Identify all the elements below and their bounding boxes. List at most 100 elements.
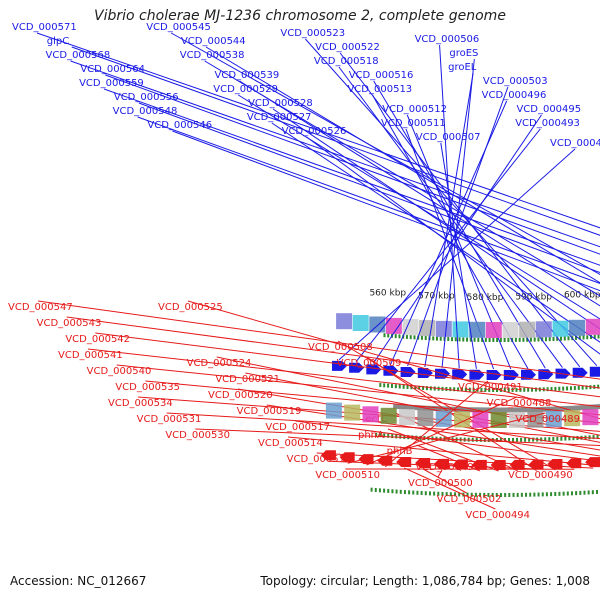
track-dot-2 [520,437,523,442]
track-dot-0 [409,335,412,340]
forward-label-leader [339,52,581,368]
track-dot-2 [528,437,531,442]
track-dot-0 [413,335,416,340]
track-dot-0 [424,336,427,341]
forward-gene-box [502,322,519,338]
track-dot-1 [457,387,460,392]
reverse-gene-label: VCD_000488 [487,398,552,409]
track-dot-1 [394,384,397,389]
track-dot-1 [453,387,456,392]
track-dot-2 [379,433,382,438]
track-dot-0 [586,335,589,340]
forward-gene-box [519,321,536,338]
track-dot-0 [432,336,435,341]
forward-gene-box [352,315,369,331]
track-dot-2 [471,437,474,442]
track-dot-0 [590,335,593,340]
forward-gene-label: VCD_000503 [483,76,548,87]
reverse-label-leader [422,468,467,494]
forward-gene-box [535,321,552,338]
forward-label-leader [71,46,600,236]
track-dot-3 [387,488,390,493]
track-dot-0 [462,337,465,342]
reverse-gene-arrow [585,457,600,468]
forward-gene-box [552,320,569,337]
reverse-gene-label: phhB [387,446,413,457]
forward-gene-box [336,313,353,330]
track-dot-2 [560,436,563,441]
track-dot-1 [507,387,510,392]
forward-label-leader [389,100,508,366]
forward-gene-label: VCD_000571 [12,22,77,33]
tick-label: 560 kbp [369,288,406,298]
track-dot-2 [548,437,551,442]
forward-gene-label: VCD_000496 [482,90,547,101]
forward-gene-box [402,319,419,336]
forward-gene-label: VCD_000564 [80,64,145,75]
forward-gene-label: VCD_000529 [213,84,278,95]
forward-gene-box [369,316,386,333]
reverse-gene-label: VCD_000541 [58,350,123,361]
track-dot-1 [414,385,417,390]
forward-gene-label: VCD_000512 [382,104,447,115]
track-dot-3 [470,492,473,497]
track-dot-1 [433,386,436,391]
track-dot-0 [533,337,536,342]
track-dot-0 [529,337,532,342]
forward-label-leader [172,130,600,292]
forward-gene-label: groEL [448,62,477,73]
forward-gene-label: VCD_000568 [46,50,111,61]
track-dot-1 [554,386,557,391]
reverse-gene-box [344,404,361,421]
reverse-gene-label: VCD_000502 [437,494,502,505]
track-dot-3 [474,492,477,497]
track-dot-3 [529,492,532,497]
track-dot-1 [511,387,514,392]
track-dot-3 [491,492,494,497]
track-dot-3 [575,491,578,496]
reverse-label-leader [66,316,600,389]
track-dot-3 [533,492,536,497]
forward-gene-arrow [589,366,600,377]
forward-gene-label: VCD_000516 [349,70,414,81]
track-dot-0 [575,335,578,340]
forward-gene-box [452,321,469,338]
track-dot-3 [487,492,490,497]
reverse-gene-box [564,410,581,427]
track-dot-0 [488,337,491,342]
track-dot-0 [394,334,397,339]
reverse-gene-label: VCD_000510 [315,470,380,481]
track-dot-3 [541,492,544,497]
forward-gene-label: VCD_000556 [114,92,179,103]
reverse-gene-arrow [434,458,449,469]
reverse-label-leader [437,469,443,478]
track-dot-0 [582,335,585,340]
track-dot-0 [537,337,540,342]
track-dot-3 [495,492,498,497]
reverse-gene-box [527,411,544,428]
reverse-gene-box [325,402,342,419]
track-dot-1 [383,383,386,388]
forward-gene-box [485,322,502,338]
track-dot-3 [437,491,440,496]
track-dot-2 [391,434,394,439]
track-dot-3 [383,488,386,493]
forward-gene-arrow [417,368,433,378]
track-dot-3 [374,487,377,492]
forward-label-leader [407,86,509,367]
forward-gene-box [469,321,486,338]
track-dot-3 [570,491,573,496]
track-dot-0 [398,334,401,339]
reverse-gene-label: VCD_000519 [237,406,302,417]
reverse-label-leader [166,412,600,440]
reverse-gene-arrow [320,450,336,461]
track-dot-1 [546,387,549,392]
track-dot-2 [540,437,543,442]
track-dot-2 [499,437,502,442]
reverse-gene-label: VCD_000491 [458,382,523,393]
reverse-label-leader [145,380,600,424]
track-dot-0 [492,337,495,342]
track-dot-3 [558,491,561,496]
track-dot-0 [526,337,529,342]
